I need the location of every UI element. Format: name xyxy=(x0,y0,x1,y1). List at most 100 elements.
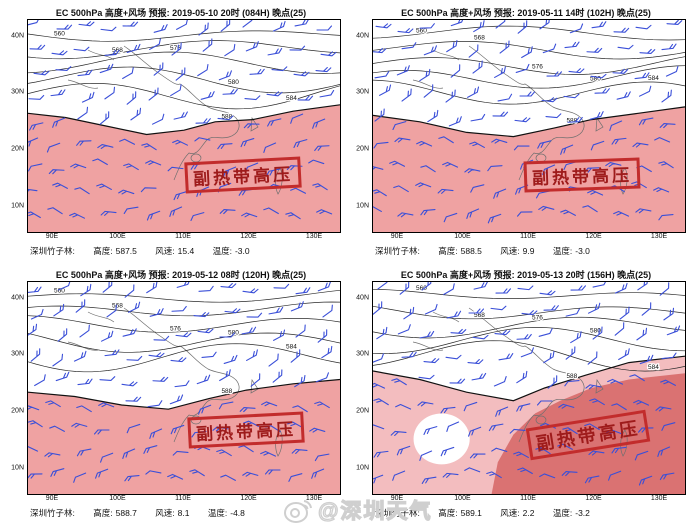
height-value: 589.1 xyxy=(460,508,482,518)
svg-text:576: 576 xyxy=(532,64,543,71)
svg-text:584: 584 xyxy=(286,343,297,350)
height-value: 588.5 xyxy=(460,246,482,256)
lon-tick-label: 120E xyxy=(240,233,257,240)
temp-value: -4.8 xyxy=(230,508,245,518)
forecast-panel-4: EC 500hPa 高度+风场 预报: 2019-05-13 20时 (156H… xyxy=(345,264,690,526)
station-name: 深圳竹子林: xyxy=(375,246,420,256)
temp-label: 温度: xyxy=(552,246,573,256)
lon-tick-label: 100E xyxy=(109,495,126,502)
wind-value: 9.9 xyxy=(522,246,535,256)
forecast-map: 560 568 576 580 584 588 副热带高压 xyxy=(27,281,341,495)
lon-axis: 90E 100E 110E 120E 130E xyxy=(372,495,684,505)
svg-text:576: 576 xyxy=(532,315,543,322)
forecast-panel-2: EC 500hPa 高度+风场 预报: 2019-05-11 14时 (102H… xyxy=(345,2,690,264)
panel-title: EC 500hPa 高度+风场 预报: 2019-05-12 08时 (120H… xyxy=(55,270,307,280)
map-canvas: 560 568 576 580 584 588 xyxy=(373,20,685,232)
weibo-watermark: @深圳天气 xyxy=(283,495,432,525)
forecast-panel-3: EC 500hPa 高度+风场 预报: 2019-05-12 08时 (120H… xyxy=(0,264,345,526)
lon-tick-label: 130E xyxy=(305,495,323,502)
forecast-map: 560 568 576 580 584 588 副热带高压 xyxy=(372,19,686,233)
station-caption: 深圳竹子林: 高度: 588.7 风速: 8.1 温度: -4.8 xyxy=(30,507,245,519)
lon-tick-label: 100E xyxy=(109,233,126,240)
lat-tick-label: 40N xyxy=(356,294,369,302)
lon-tick-label: 130E xyxy=(305,233,323,240)
lat-axis: 40N 30N 20N 10N xyxy=(0,281,26,493)
wind-label: 风速: xyxy=(500,246,520,256)
svg-text:560: 560 xyxy=(54,31,65,38)
station-name: 深圳竹子林: xyxy=(30,508,75,518)
station-name: 深圳竹子林: xyxy=(375,508,420,518)
height-label: 高度: xyxy=(438,246,458,256)
wind-value: 2.2 xyxy=(522,508,535,518)
map-canvas: 560 568 576 580 584 588 xyxy=(28,282,340,494)
svg-text:580: 580 xyxy=(228,79,239,86)
svg-text:560: 560 xyxy=(54,287,65,294)
lat-axis: 40N 30N 20N 10N xyxy=(0,19,26,231)
svg-text:580: 580 xyxy=(590,75,601,82)
lon-tick-label: 120E xyxy=(585,495,602,502)
lat-tick-label: 10N xyxy=(11,464,24,472)
temp-value: -3.2 xyxy=(575,508,590,518)
lat-tick-label: 20N xyxy=(356,407,369,415)
lat-tick-label: 30N xyxy=(356,88,369,96)
lon-tick-label: 100E xyxy=(454,233,471,240)
station-name: 深圳竹子林: xyxy=(30,246,75,256)
subtropical-high-stamp: 副热带高压 xyxy=(523,157,641,193)
lon-tick-label: 100E xyxy=(454,495,471,502)
lon-tick-label: 110E xyxy=(175,233,191,240)
lat-axis: 40N 30N 20N 10N xyxy=(345,19,371,231)
lon-tick-label: 110E xyxy=(175,495,191,502)
lat-tick-label: 20N xyxy=(356,145,369,153)
lat-tick-label: 20N xyxy=(11,145,24,153)
lat-tick-label: 20N xyxy=(11,407,24,415)
panel-title: EC 500hPa 高度+风场 预报: 2019-05-13 20时 (156H… xyxy=(400,270,652,280)
lat-tick-label: 10N xyxy=(356,202,369,210)
panel-title: EC 500hPa 高度+风场 预报: 2019-05-10 20时 (084H… xyxy=(55,8,307,18)
height-value: 588.7 xyxy=(115,508,137,518)
weibo-eye-icon xyxy=(283,499,312,523)
wind-value: 15.4 xyxy=(177,246,195,256)
lon-tick-label: 90E xyxy=(45,495,59,502)
svg-text:584: 584 xyxy=(648,364,659,371)
lat-axis: 40N 30N 20N 10N xyxy=(345,281,371,493)
temp-value: -3.0 xyxy=(234,246,250,256)
station-caption: 深圳竹子林: 高度: 589.1 风速: 2.2 温度: -3.2 xyxy=(375,507,590,519)
svg-text:560: 560 xyxy=(416,285,427,292)
lat-tick-label: 40N xyxy=(11,294,24,302)
svg-text:560: 560 xyxy=(416,27,427,34)
lon-tick-label: 130E xyxy=(650,495,668,502)
lon-tick-label: 90E xyxy=(390,495,404,502)
wind-label: 风速: xyxy=(155,246,175,256)
lat-tick-label: 30N xyxy=(356,350,369,358)
lat-tick-label: 30N xyxy=(11,88,24,96)
svg-text:580: 580 xyxy=(228,330,239,337)
station-caption: 深圳竹子林: 高度: 588.5 风速: 9.9 温度: -3.0 xyxy=(375,245,590,257)
lon-tick-label: 110E xyxy=(520,495,536,502)
lon-tick-label: 120E xyxy=(240,495,257,502)
lat-tick-label: 30N xyxy=(11,350,24,358)
wind-label: 风速: xyxy=(155,508,175,518)
svg-text:576: 576 xyxy=(170,325,181,332)
lat-tick-label: 40N xyxy=(11,32,24,40)
svg-text:576: 576 xyxy=(170,45,181,52)
height-label: 高度: xyxy=(438,508,458,518)
lon-tick-label: 90E xyxy=(45,233,59,240)
svg-text:588: 588 xyxy=(221,388,232,395)
lat-tick-label: 10N xyxy=(11,202,24,210)
height-label: 高度: xyxy=(93,246,113,256)
height-value: 587.5 xyxy=(115,246,137,256)
lat-tick-label: 10N xyxy=(356,464,369,472)
height-label: 高度: xyxy=(93,508,113,518)
svg-text:584: 584 xyxy=(648,75,659,82)
station-caption: 深圳竹子林: 高度: 587.5 风速: 15.4 温度: -3.0 xyxy=(30,245,250,257)
svg-text:568: 568 xyxy=(112,302,123,309)
lat-tick-label: 40N xyxy=(356,32,369,40)
subtropical-high-stamp: 副热带高压 xyxy=(187,411,306,449)
svg-text:588: 588 xyxy=(566,117,577,124)
map-canvas: 560 568 576 580 584 588 xyxy=(28,20,340,232)
temp-label: 温度: xyxy=(552,508,573,518)
lon-tick-label: 120E xyxy=(585,233,602,240)
panel-title: EC 500hPa 高度+风场 预报: 2019-05-11 14时 (102H… xyxy=(401,8,651,18)
forecast-map: 560 568 576 580 584 588 副热带高压 xyxy=(372,281,686,495)
